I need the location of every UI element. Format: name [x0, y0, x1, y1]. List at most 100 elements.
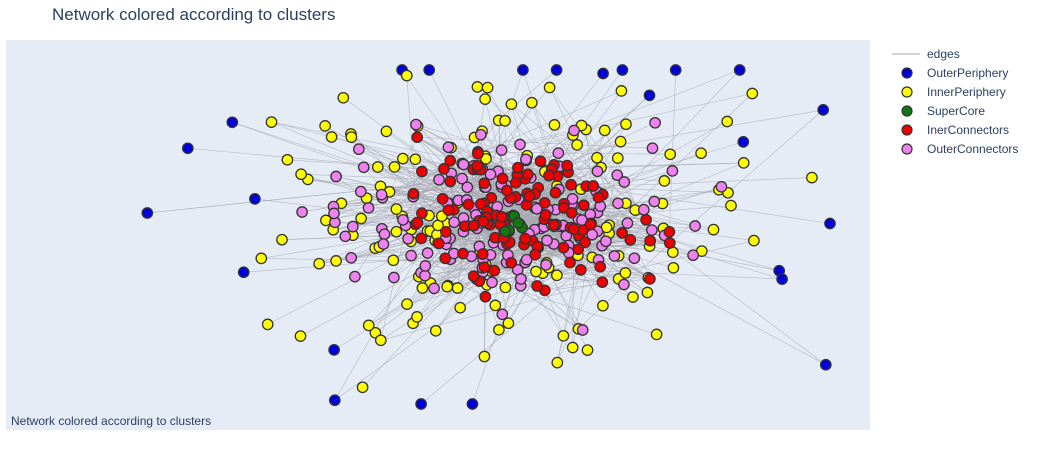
node-outerconnectors[interactable]	[349, 270, 361, 283]
node-outerconnectors[interactable]	[456, 172, 468, 185]
node-outerconnectors[interactable]	[421, 247, 434, 259]
node-inerconnectors[interactable]	[587, 180, 600, 192]
node-outerconnectors[interactable]	[352, 143, 365, 156]
node-inerconnectors[interactable]	[416, 207, 428, 220]
node-innerperiphery[interactable]	[581, 344, 594, 356]
node-outerperiphery[interactable]	[466, 398, 479, 410]
node-outerconnectors[interactable]	[628, 252, 641, 265]
legend-item-innerperiphery[interactable]: InnerPeriphery	[890, 82, 1018, 101]
node-innerperiphery[interactable]	[355, 212, 367, 225]
node-innerperiphery[interactable]	[725, 199, 737, 212]
node-outerconnectors[interactable]	[433, 173, 445, 186]
node-innerperiphery[interactable]	[371, 161, 384, 173]
node-outerperiphery[interactable]	[181, 142, 194, 155]
node-inerconnectors[interactable]	[640, 214, 652, 226]
node-inerconnectors[interactable]	[521, 168, 534, 181]
node-outerconnectors[interactable]	[486, 276, 498, 289]
node-inerconnectors[interactable]	[663, 226, 676, 238]
node-inerconnectors[interactable]	[407, 187, 420, 200]
node-outerconnectors[interactable]	[600, 235, 612, 248]
node-outerconnectors[interactable]	[520, 253, 533, 266]
node-inerconnectors[interactable]	[478, 177, 491, 190]
node-innerperiphery[interactable]	[721, 115, 734, 128]
node-outerperiphery[interactable]	[328, 394, 341, 407]
node-outerconnectors[interactable]	[354, 185, 367, 198]
node-outerconnectors[interactable]	[375, 188, 388, 201]
node-inerconnectors[interactable]	[579, 236, 591, 249]
node-inerconnectors[interactable]	[572, 243, 585, 256]
node-outerperiphery[interactable]	[415, 398, 427, 410]
node-innerperiphery[interactable]	[543, 81, 556, 94]
node-inerconnectors[interactable]	[416, 165, 428, 178]
node-inerconnectors[interactable]	[501, 184, 513, 197]
node-innerperiphery[interactable]	[401, 298, 413, 310]
node-outerconnectors[interactable]	[362, 202, 375, 214]
legend-item-outerconnectors[interactable]: OuterConnectors	[890, 139, 1018, 158]
node-innerperiphery[interactable]	[454, 301, 467, 314]
node-innerperiphery[interactable]	[330, 255, 342, 267]
node-inerconnectors[interactable]	[411, 131, 424, 144]
node-innerperiphery[interactable]	[411, 311, 423, 323]
node-innerperiphery[interactable]	[650, 328, 663, 341]
node-outerconnectors[interactable]	[428, 282, 440, 295]
node-outerperiphery[interactable]	[249, 193, 261, 205]
node-innerperiphery[interactable]	[325, 131, 338, 143]
node-outerconnectors[interactable]	[474, 128, 487, 141]
node-innerperiphery[interactable]	[261, 318, 274, 331]
node-outerconnectors[interactable]	[357, 161, 370, 174]
node-innerperiphery[interactable]	[641, 286, 654, 299]
node-outerperiphery[interactable]	[237, 266, 250, 279]
node-innerperiphery[interactable]	[737, 157, 750, 169]
node-innerperiphery[interactable]	[478, 350, 491, 363]
node-inerconnectors[interactable]	[574, 264, 587, 276]
node-outerconnectors[interactable]	[611, 169, 624, 181]
plot-area[interactable]: Network colored according to clusters	[6, 40, 870, 430]
node-innerperiphery[interactable]	[451, 282, 464, 294]
node-outerconnectors[interactable]	[687, 249, 699, 262]
node-innerperiphery[interactable]	[548, 119, 561, 131]
node-inerconnectors[interactable]	[596, 276, 609, 288]
node-inerconnectors[interactable]	[444, 175, 457, 188]
node-inerconnectors[interactable]	[644, 234, 657, 247]
node-outerconnectors[interactable]	[346, 220, 359, 233]
node-inerconnectors[interactable]	[440, 226, 452, 238]
node-inerconnectors[interactable]	[411, 216, 424, 229]
node-outerconnectors[interactable]	[484, 168, 497, 181]
node-inerconnectors[interactable]	[432, 237, 445, 250]
node-innerperiphery[interactable]	[313, 257, 326, 270]
node-outerperiphery[interactable]	[517, 64, 529, 76]
node-innerperiphery[interactable]	[281, 153, 294, 166]
node-inerconnectors[interactable]	[467, 270, 480, 283]
node-inerconnectors[interactable]	[565, 206, 578, 219]
node-outerconnectors[interactable]	[715, 180, 728, 193]
node-innerperiphery[interactable]	[525, 96, 538, 109]
node-innerperiphery[interactable]	[374, 334, 387, 347]
legend-item-outerperiphery[interactable]: OuterPeriphery	[890, 63, 1018, 82]
node-inerconnectors[interactable]	[519, 232, 531, 245]
node-outerperiphery[interactable]	[328, 344, 340, 356]
node-innerperiphery[interactable]	[557, 329, 570, 342]
node-inerconnectors[interactable]	[512, 161, 524, 174]
node-innerperiphery[interactable]	[400, 69, 413, 82]
node-inerconnectors[interactable]	[594, 260, 607, 273]
node-inerconnectors[interactable]	[478, 261, 491, 274]
node-innerperiphery[interactable]	[746, 87, 759, 100]
node-innerperiphery[interactable]	[566, 341, 579, 354]
node-innerperiphery[interactable]	[479, 93, 491, 105]
node-innerperiphery[interactable]	[667, 261, 680, 274]
node-outerperiphery[interactable]	[819, 358, 832, 371]
node-innerperiphery[interactable]	[658, 175, 671, 187]
node-outerconnectors[interactable]	[646, 142, 659, 155]
node-outerconnectors[interactable]	[339, 230, 352, 243]
node-outerperiphery[interactable]	[597, 67, 609, 80]
node-outerconnectors[interactable]	[419, 260, 432, 272]
node-outerconnectors[interactable]	[461, 181, 474, 194]
legend-item-inerconnectors[interactable]: InerConnectors	[890, 120, 1018, 139]
node-innerperiphery[interactable]	[695, 147, 707, 160]
node-inerconnectors[interactable]	[561, 159, 574, 172]
node-inerconnectors[interactable]	[471, 160, 484, 172]
node-outerconnectors[interactable]	[330, 170, 342, 183]
node-inerconnectors[interactable]	[616, 227, 628, 239]
node-outerconnectors[interactable]	[612, 197, 624, 210]
node-innerperiphery[interactable]	[429, 324, 442, 337]
